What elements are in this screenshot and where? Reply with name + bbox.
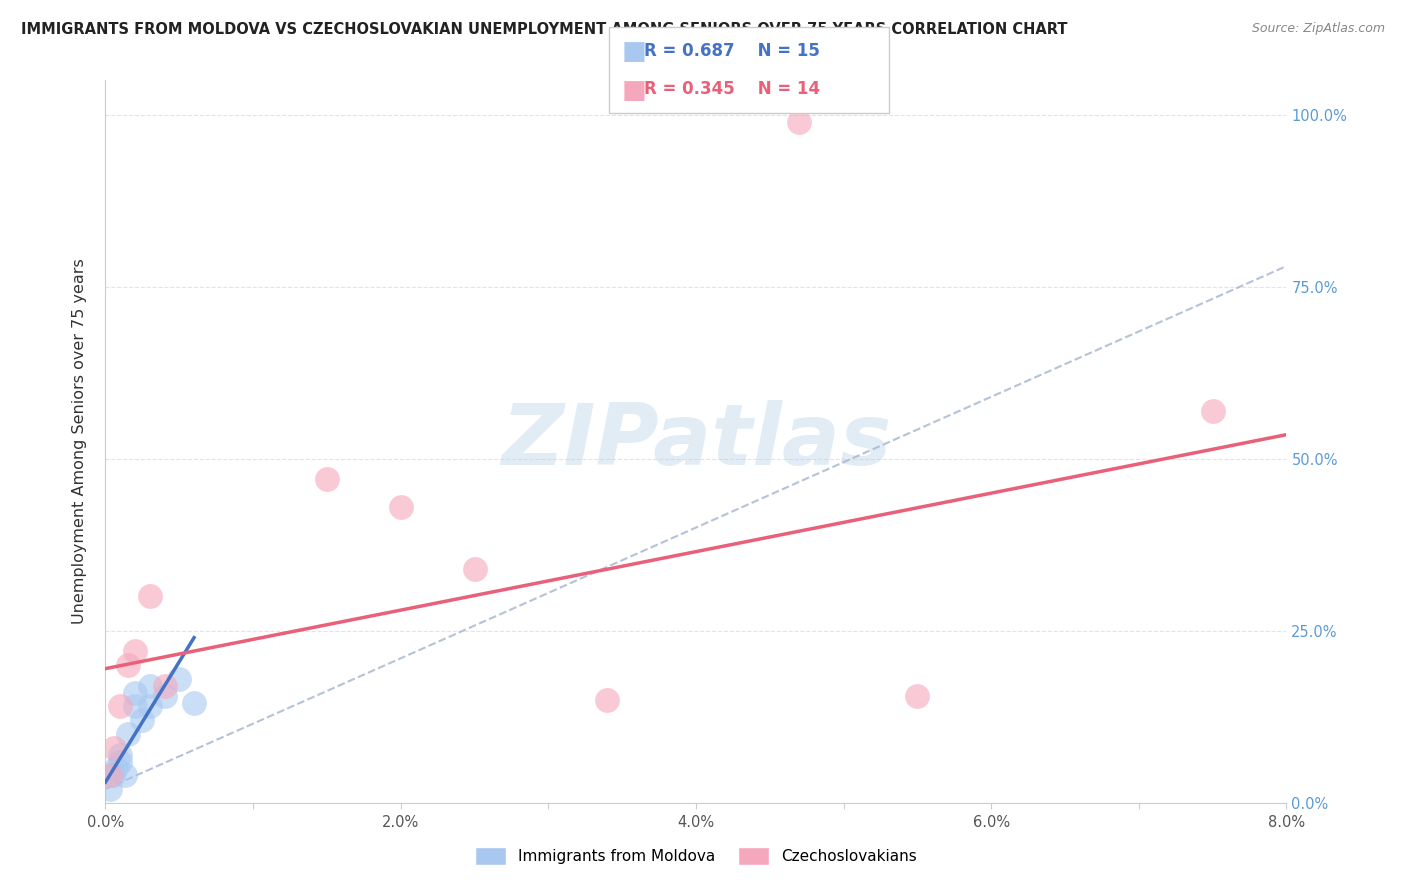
Point (114, 768, 136, 782)
Point (596, 692, 619, 706)
Point (110, 699, 132, 714)
Point (389, 500, 412, 514)
Point (787, 114, 810, 128)
Point (124, 686, 146, 700)
Point (183, 696, 205, 710)
Point (124, 644, 146, 658)
Text: ZIPatlas: ZIPatlas (501, 400, 891, 483)
Point (110, 747, 132, 762)
Text: Source: ZipAtlas.com: Source: ZipAtlas.com (1251, 22, 1385, 36)
Point (138, 679, 162, 693)
Point (110, 755, 132, 769)
Point (104, 761, 127, 775)
Legend: Immigrants from Moldova, Czechoslovakians: Immigrants from Moldova, Czechoslovakian… (470, 841, 922, 871)
Point (98, 768, 121, 782)
Point (101, 768, 124, 782)
Point (153, 679, 176, 693)
Point (907, 689, 929, 703)
Text: ■: ■ (621, 78, 647, 103)
Text: R = 0.687    N = 15: R = 0.687 N = 15 (644, 42, 820, 60)
Y-axis label: Unemployment Among Seniors over 75 years: Unemployment Among Seniors over 75 years (72, 259, 87, 624)
Point (138, 590, 162, 604)
Point (117, 727, 139, 741)
Text: IMMIGRANTS FROM MOLDOVA VS CZECHOSLOVAKIAN UNEMPLOYMENT AMONG SENIORS OVER 75 YE: IMMIGRANTS FROM MOLDOVA VS CZECHOSLOVAKI… (21, 22, 1067, 37)
Point (131, 713, 153, 727)
Text: R = 0.345    N = 14: R = 0.345 N = 14 (644, 80, 820, 98)
Text: ■: ■ (621, 39, 647, 65)
Point (315, 472, 337, 486)
Point (153, 689, 176, 703)
Point (464, 562, 486, 576)
Point (138, 699, 162, 714)
Point (169, 672, 191, 686)
Point (1201, 403, 1223, 417)
Point (103, 740, 125, 755)
Point (98, 782, 121, 797)
Point (124, 699, 146, 714)
Point (117, 658, 139, 673)
